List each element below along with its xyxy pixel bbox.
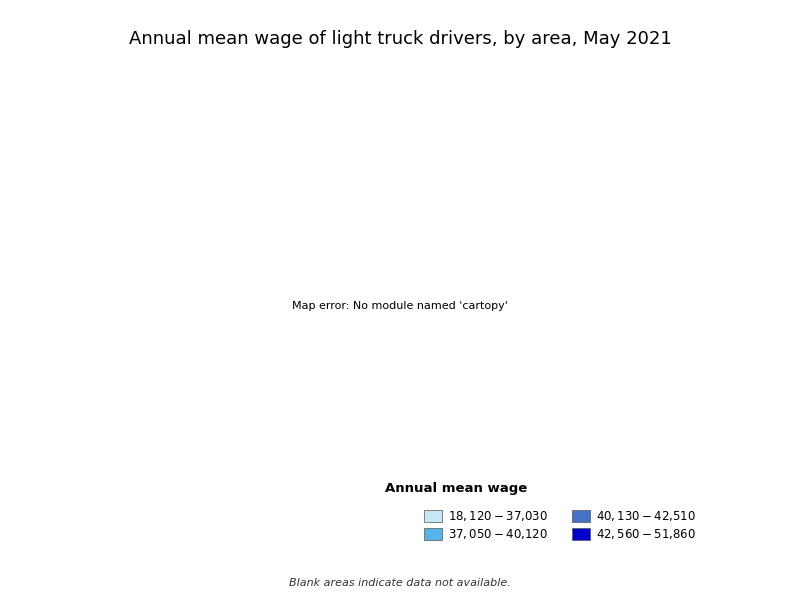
Text: $18,120 - $37,030: $18,120 - $37,030	[448, 509, 548, 523]
Text: $40,130 - $42,510: $40,130 - $42,510	[596, 509, 696, 523]
Text: Blank areas indicate data not available.: Blank areas indicate data not available.	[289, 578, 511, 588]
Text: Annual mean wage: Annual mean wage	[385, 482, 527, 495]
Text: $37,050 - $40,120: $37,050 - $40,120	[448, 527, 548, 541]
Text: Annual mean wage of light truck drivers, by area, May 2021: Annual mean wage of light truck drivers,…	[129, 30, 671, 48]
Text: Map error: No module named 'cartopy': Map error: No module named 'cartopy'	[292, 301, 508, 311]
Text: $42,560 - $51,860: $42,560 - $51,860	[596, 527, 696, 541]
